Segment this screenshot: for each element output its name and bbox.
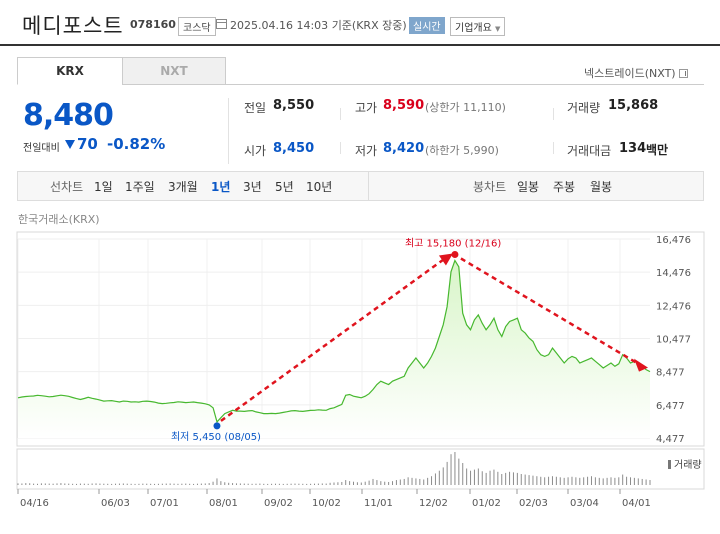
price-area <box>18 260 650 438</box>
x-tick-label: 04/01 <box>622 498 651 509</box>
stock-header: 메디포스트 078160 코스닥 2025.04.16 14:03 기준(KRX… <box>0 0 720 46</box>
volume-value: 15,868 <box>608 98 659 113</box>
calendar-icon <box>216 19 227 29</box>
high-annotation: 최고 15,180 (12/16) <box>405 237 501 249</box>
chevron-down-icon: ▼ <box>495 25 501 33</box>
divider <box>340 108 341 120</box>
high-value: 8,590 <box>383 98 425 113</box>
prev-close-label: 전일 <box>244 101 267 115</box>
low-marker <box>213 422 221 430</box>
tab-divider <box>226 84 704 85</box>
change-value: 70 <box>77 135 98 153</box>
period-1y[interactable]: 1년 <box>211 180 231 194</box>
x-tick-label: 12/02 <box>419 498 448 509</box>
period-5y[interactable]: 5년 <box>275 180 294 194</box>
low-annotation: 최저 5,450 (08/05) <box>171 431 261 443</box>
tab-krx[interactable]: KRX <box>17 57 123 85</box>
lower-limit: (하한가 5,990) <box>425 144 499 157</box>
y-tick-label: 14,476 <box>656 268 691 279</box>
y-tick-label: 6,477 <box>656 401 685 412</box>
company-overview-label: 기업개요 <box>455 23 492 34</box>
period-10y[interactable]: 10년 <box>306 180 333 194</box>
high-label: 고가 <box>355 101 378 115</box>
divider <box>553 108 554 120</box>
candle-daily[interactable]: 일봉 <box>517 180 540 194</box>
period-3m[interactable]: 3개월 <box>168 180 198 194</box>
period-1d[interactable]: 1일 <box>94 180 113 194</box>
chart-source: 한국거래소(KRX) <box>18 213 100 226</box>
down-triangle-icon <box>65 140 75 149</box>
change-percent: -0.82% <box>107 135 166 153</box>
x-tick-label: 09/02 <box>264 498 293 509</box>
volume-label: 거래량 <box>567 101 601 115</box>
x-tick-label: 07/01 <box>150 498 179 509</box>
period-3y[interactable]: 3년 <box>243 180 262 194</box>
arrowhead-icon <box>438 253 453 266</box>
divider <box>340 142 341 154</box>
amount-value: 134 <box>619 141 647 156</box>
line-chart-label: 선차트 <box>50 180 84 194</box>
scrollbar-icon <box>678 69 688 78</box>
trend-arrow-up <box>220 257 446 422</box>
upper-limit: (상한가 11,110) <box>425 101 506 114</box>
x-tick-label: 06/03 <box>101 498 130 509</box>
price-plot-frame <box>16 231 705 447</box>
nextrade-link[interactable]: 넥스트레이드(NXT) <box>584 65 688 81</box>
quote-basis: 기준(KRX 장중) <box>331 19 407 32</box>
y-tick-label: 10,477 <box>656 334 691 345</box>
low-value: 8,420 <box>383 141 425 156</box>
toolbar-divider <box>368 172 369 200</box>
x-tick-label: 02/03 <box>519 498 548 509</box>
open-value: 8,450 <box>273 141 315 156</box>
open-label: 시가 <box>244 144 267 158</box>
candle-chart-label: 봉차트 <box>473 180 507 194</box>
amount-unit: 백만 <box>646 143 669 157</box>
volume-swatch <box>668 460 671 469</box>
market-badge: 코스닥 <box>178 17 216 36</box>
y-tick-label: 12,476 <box>656 301 691 312</box>
volume-legend-label: 거래량 <box>674 460 702 471</box>
quote-time: 2025.04.16 14:03 기준(KRX 장중) <box>230 17 407 33</box>
trend-arrow-down <box>460 257 639 365</box>
chart-toolbar <box>17 171 704 201</box>
volume-plot-frame <box>16 448 705 490</box>
company-overview-dropdown[interactable]: 기업개요 ▼ <box>450 17 506 36</box>
arrowhead-icon <box>634 358 648 372</box>
realtime-button[interactable]: 실시간 <box>409 17 445 34</box>
stock-name: 메디포스트 <box>22 14 124 38</box>
y-tick-label: 8,477 <box>656 368 685 379</box>
x-tick-label: 11/01 <box>364 498 393 509</box>
x-tick-label: 03/04 <box>570 498 599 509</box>
change-label: 전일대비 <box>23 143 60 154</box>
tab-nxt[interactable]: NXT <box>122 57 226 85</box>
period-1w[interactable]: 1주일 <box>125 180 155 194</box>
quote-datetime: 2025.04.16 14:03 <box>230 19 329 32</box>
low-label: 저가 <box>355 144 378 158</box>
y-tick-label: 4,477 <box>656 434 685 445</box>
stock-code: 078160 <box>130 18 176 31</box>
high-marker <box>451 250 459 258</box>
x-tick-label: 08/01 <box>209 498 238 509</box>
x-tick-label: 10/02 <box>312 498 341 509</box>
divider <box>228 98 229 164</box>
y-tick-label: 16,476 <box>656 235 691 246</box>
price-line <box>17 259 651 424</box>
x-tick-label: 04/16 <box>20 498 49 509</box>
volume-legend: 거래량 <box>668 456 702 471</box>
candle-monthly[interactable]: 월봉 <box>590 180 613 194</box>
x-tick-label: 01/02 <box>472 498 501 509</box>
divider <box>553 142 554 154</box>
amount-label: 거래대금 <box>567 144 612 158</box>
prev-close-value: 8,550 <box>273 98 315 113</box>
nextrade-label: 넥스트레이드(NXT) <box>584 67 676 80</box>
candle-weekly[interactable]: 주봉 <box>553 180 576 194</box>
current-price: 8,480 <box>23 98 114 133</box>
